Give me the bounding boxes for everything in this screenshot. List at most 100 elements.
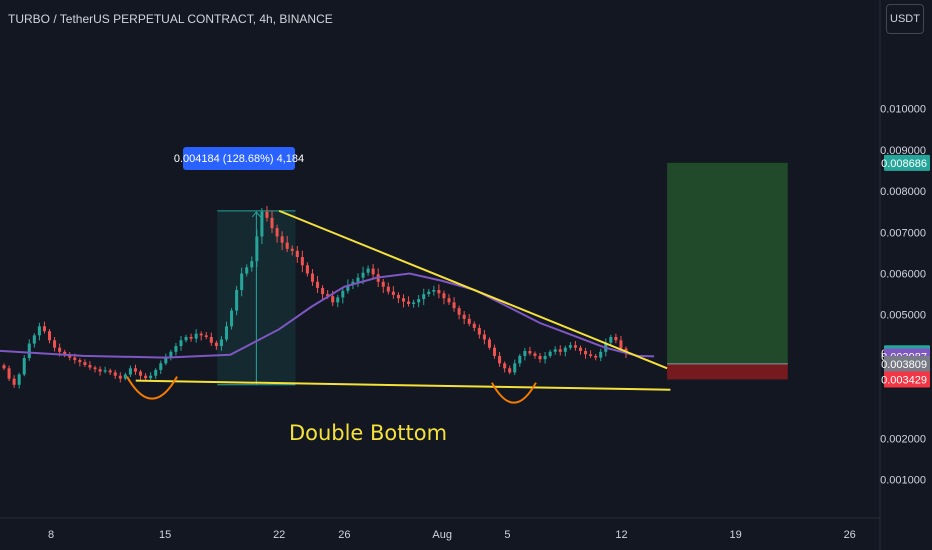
candle: [73, 357, 77, 361]
candle: [498, 355, 502, 364]
candle: [179, 340, 183, 347]
candle: [174, 346, 178, 352]
candle: [275, 228, 279, 237]
candle: [22, 358, 26, 375]
candle: [432, 290, 436, 292]
candle: [305, 265, 309, 274]
candle: [265, 211, 269, 218]
price-axis[interactable]: 0.010000 0.009000 0.008000 0.007000 0.006000…: [880, 104, 926, 487]
candle: [407, 301, 411, 305]
candle: [58, 347, 62, 352]
candle: [513, 363, 517, 373]
time-tick-label: Aug: [432, 529, 452, 541]
candle: [442, 293, 446, 299]
time-tick-label: 19: [729, 529, 741, 541]
candle: [250, 261, 254, 268]
candle: [457, 308, 461, 315]
second-bottom-arc: [491, 382, 537, 404]
chart-title: TURBO / TetherUS PERPETUAL CONTRACT, 4h,…: [8, 12, 333, 26]
price-tick-label: 0.007000: [880, 227, 926, 239]
candle: [219, 339, 223, 347]
candle: [558, 349, 562, 352]
candle: [310, 273, 314, 282]
candle: [493, 347, 497, 356]
candle: [245, 267, 249, 274]
candle: [568, 345, 572, 348]
candle: [589, 354, 593, 356]
candle: [133, 368, 137, 372]
entry-tag: [884, 355, 930, 372]
price-tick-label: 0.008000: [880, 186, 926, 198]
candle: [396, 294, 400, 299]
candle: [98, 369, 102, 372]
candle: [533, 353, 537, 356]
candle: [503, 363, 507, 369]
candle: [27, 343, 31, 359]
candle: [487, 339, 491, 348]
time-tick-label: 15: [159, 529, 171, 541]
candle: [482, 334, 486, 340]
candle: [214, 342, 218, 347]
moving-average-line: [0, 272, 655, 359]
stop-loss-tag-label: 0.003429: [881, 374, 927, 386]
candle: [341, 290, 345, 298]
candle: [518, 355, 522, 364]
candle: [386, 286, 390, 292]
candle: [154, 369, 158, 376]
candle: [12, 378, 16, 385]
candle: [538, 355, 542, 360]
candle: [17, 374, 21, 385]
candle: [199, 333, 203, 336]
candle: [437, 290, 441, 294]
candle: [78, 360, 82, 363]
candle: [118, 375, 122, 379]
candle: [477, 327, 481, 335]
candle: [88, 365, 92, 368]
candle: [113, 372, 117, 376]
candle: [209, 336, 213, 343]
candle: [123, 374, 127, 379]
candle: [391, 291, 395, 295]
currency-button[interactable]: USDT: [886, 4, 924, 34]
candle: [467, 318, 471, 324]
candle: [361, 272, 365, 278]
candle: [37, 326, 41, 336]
candle: [508, 368, 512, 373]
candle: [7, 368, 11, 379]
candles-layer: [2, 206, 628, 389]
candle: [412, 302, 416, 305]
candle: [108, 370, 112, 373]
candle: [321, 287, 325, 295]
measure-tool: 0.004184 (128.68%) 4,184: [174, 147, 304, 170]
candle: [280, 236, 284, 243]
candle: [285, 242, 289, 249]
descending-resistance-trendline: [278, 209, 668, 370]
candle: [68, 355, 72, 358]
candle: [609, 336, 613, 343]
candle: [32, 335, 36, 344]
measure-label-box: [183, 147, 295, 170]
candle: [290, 248, 294, 251]
candle: [401, 298, 406, 302]
candle: [2, 365, 6, 369]
candle: [356, 277, 360, 282]
candle: [336, 297, 340, 303]
price-tick-label: 0.005000: [880, 310, 926, 322]
price-tick-label: 0.009000: [880, 145, 926, 157]
time-tick-label: 26: [338, 529, 350, 541]
measure-label: 0.004184 (128.68%) 4,184: [174, 153, 304, 165]
double-bottom-label: Double Bottom: [289, 421, 447, 445]
take-profit-tag: [884, 154, 930, 171]
candle: [164, 357, 168, 364]
candle: [184, 336, 188, 341]
candle: [260, 211, 264, 237]
candle: [594, 355, 598, 358]
time-axis[interactable]: 8 15 22 26 Aug 5 12 19 26: [48, 529, 856, 541]
candle: [614, 336, 618, 341]
candle: [139, 371, 143, 376]
candle: [230, 310, 234, 327]
price-tick-label: 0.006000: [880, 269, 926, 281]
candle: [543, 355, 547, 360]
